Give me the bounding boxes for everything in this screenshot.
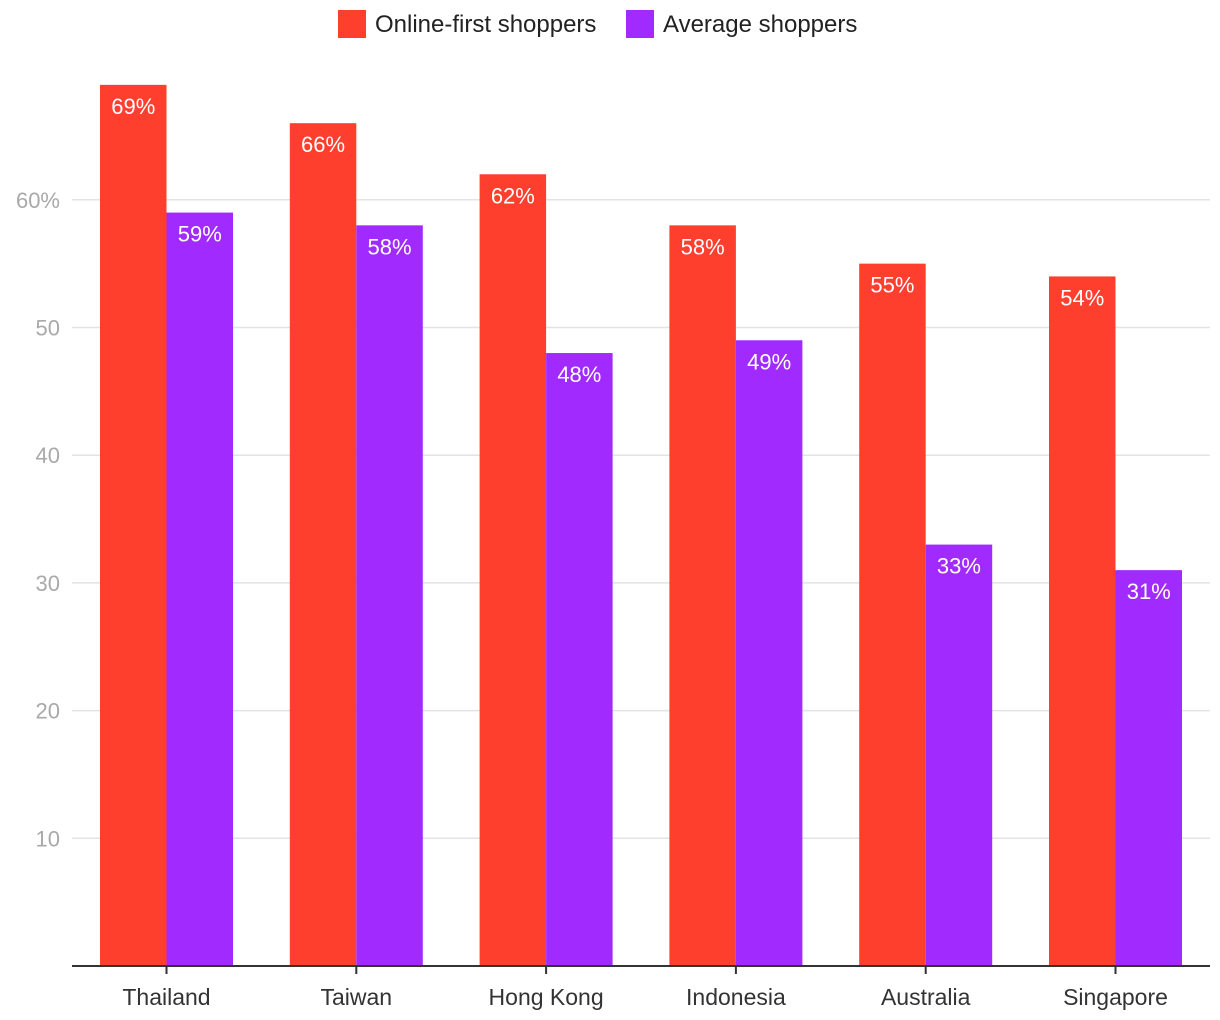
y-tick-label-50: 50 [36, 316, 60, 341]
data-label-average-shoppers-indonesia: 49% [747, 349, 791, 374]
data-labels: 69% 59% 66% 58% 62% 48% 58% 49% 55% 33% 54% 31% [111, 94, 1171, 604]
y-tick-label-30: 30 [36, 571, 60, 596]
x-tick-label-taiwan: Taiwan [320, 984, 392, 1010]
data-label-average-shoppers-thailand: 59% [178, 222, 222, 247]
data-label-average-shoppers-singapore: 31% [1127, 579, 1171, 604]
x-tick-label-hong-kong: Hong Kong [489, 984, 604, 1010]
bar-average-shoppers-thailand [166, 212, 233, 966]
y-tick-label-10: 10 [36, 826, 60, 851]
data-label-average-shoppers-taiwan: 58% [368, 234, 412, 259]
x-tick-label-thailand: Thailand [122, 984, 210, 1010]
data-label-average-shoppers-hong-kong: 48% [557, 362, 601, 387]
legend-item-online-first-shoppers[interactable]: Online-first shoppers [338, 10, 596, 38]
bars [100, 84, 1182, 967]
bar-average-shoppers-indonesia [735, 340, 803, 966]
x-tick-label-australia: Australia [881, 984, 971, 1010]
x-axis: Thailand Taiwan Hong Kong Indonesia Australi… [72, 965, 1210, 1010]
y-tick-label-60: 60% [16, 188, 60, 213]
legend-label-average-shoppers: Average shoppers [663, 11, 857, 38]
data-label-average-shoppers-australia: 33% [937, 554, 981, 579]
bar-online-first-shoppers-indonesia [669, 225, 736, 967]
bar-average-shoppers-hong-kong [546, 353, 613, 966]
bar-online-first-shoppers-hong-kong [479, 174, 547, 966]
bar-online-first-shoppers-singapore [1049, 276, 1116, 966]
legend: Online-first shoppers Average shoppers [338, 10, 857, 38]
bar-average-shoppers-australia [925, 544, 993, 966]
data-label-online-first-shoppers-thailand: 69% [111, 94, 155, 119]
data-label-online-first-shoppers-taiwan: 66% [301, 132, 345, 157]
data-label-online-first-shoppers-singapore: 54% [1060, 285, 1104, 310]
bar-online-first-shoppers-thailand [100, 84, 167, 967]
legend-swatch-online-first-shoppers [338, 10, 366, 38]
data-label-online-first-shoppers-hong-kong: 62% [491, 183, 535, 208]
bar-average-shoppers-singapore [1115, 570, 1182, 966]
data-label-online-first-shoppers-indonesia: 58% [681, 234, 725, 259]
data-label-online-first-shoppers-australia: 55% [870, 273, 914, 298]
y-tick-label-40: 40 [36, 443, 60, 468]
y-axis-tick-labels: 10 20 30 40 50 60% [16, 188, 60, 851]
y-tick-label-20: 20 [36, 699, 60, 724]
bar-online-first-shoppers-australia [859, 263, 926, 966]
gridlines [72, 199, 1210, 840]
x-tick-label-indonesia: Indonesia [686, 984, 786, 1010]
bar-average-shoppers-taiwan [356, 225, 423, 967]
legend-label-online-first-shoppers: Online-first shoppers [375, 11, 596, 38]
legend-swatch-average-shoppers [626, 10, 654, 38]
legend-item-average-shoppers[interactable]: Average shoppers [626, 10, 857, 38]
bar-online-first-shoppers-taiwan [289, 123, 357, 967]
x-tick-label-singapore: Singapore [1063, 984, 1168, 1010]
